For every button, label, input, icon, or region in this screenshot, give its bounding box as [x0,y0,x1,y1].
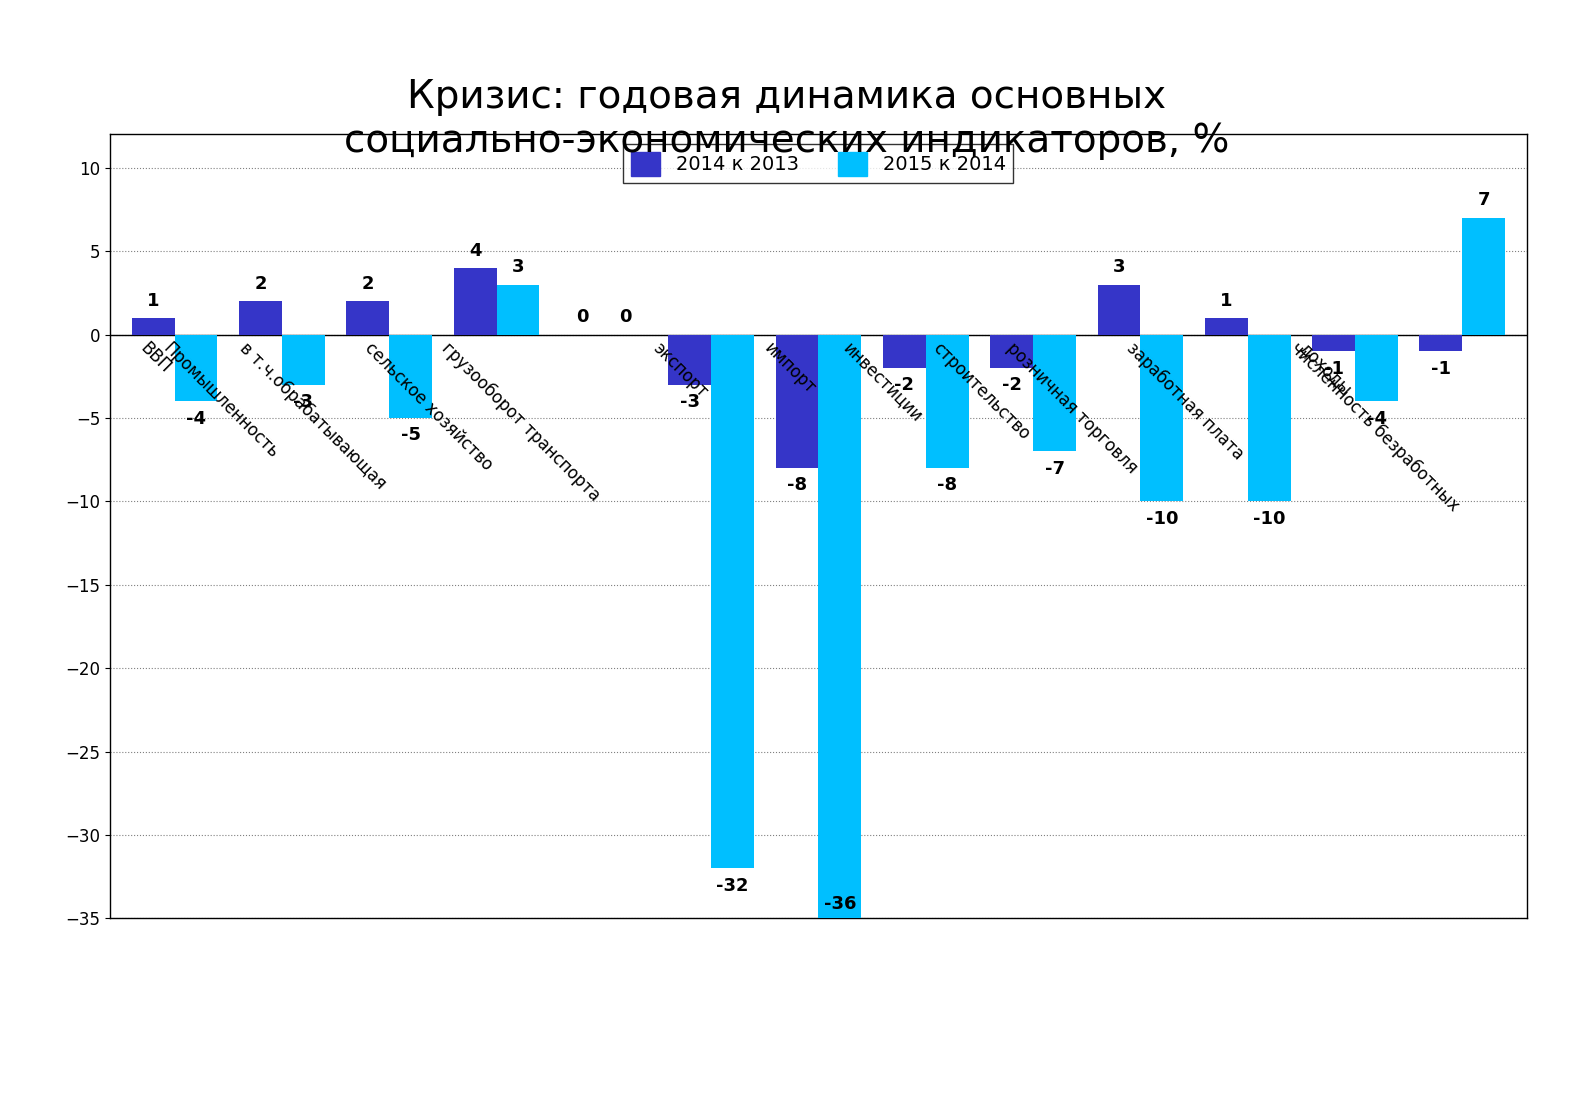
Bar [1462,217,1505,335]
Bar [132,318,175,335]
Bar [926,335,968,468]
Bar [1204,318,1248,335]
Text: 3: 3 [512,259,524,277]
Text: строительство: строительство [929,339,1033,444]
Text: -4: -4 [186,410,206,428]
Text: экспорт: экспорт [650,339,711,401]
Text: -32: -32 [716,877,749,895]
Text: -3: -3 [293,393,313,411]
Bar [1420,335,1462,352]
Text: Промышленность: Промышленность [159,339,282,463]
Text: -7: -7 [1045,459,1064,477]
Legend: 2014 к 2013, 2015 к 2014: 2014 к 2013, 2015 к 2014 [623,144,1014,184]
Text: -1: -1 [1431,360,1451,377]
Text: розничная торговля: розничная торговля [1003,339,1141,477]
Text: 4: 4 [469,242,482,260]
Text: 0: 0 [619,308,631,326]
Bar [1097,284,1141,335]
Text: -8: -8 [787,476,807,494]
Bar [496,284,540,335]
Text: 7: 7 [1478,192,1491,209]
Text: -1: -1 [1324,360,1344,377]
Bar [711,335,754,868]
Bar [175,335,217,401]
Text: -2: -2 [894,376,914,394]
Text: в т.ч.обрабатывающая: в т.ч.обрабатывающая [236,339,389,493]
Text: ВВП: ВВП [137,339,175,377]
Bar [1248,335,1291,502]
Text: -36: -36 [823,895,856,914]
Text: инвестиции: инвестиции [839,339,926,426]
Text: 2: 2 [253,274,266,292]
Text: импорт: импорт [760,339,818,398]
Text: доходы: доходы [1295,339,1355,399]
Text: Кризис: годовая динамика основных
социально-экономических индикаторов, %: Кризис: годовая динамика основных социал… [345,78,1229,160]
Text: 3: 3 [1113,259,1125,277]
Text: грузооборот транспорта: грузооборот транспорта [438,339,604,505]
Text: -3: -3 [680,393,700,411]
Text: 0: 0 [576,308,589,326]
Text: численность безработных: численность безработных [1286,339,1462,515]
Bar [1355,335,1398,401]
Bar [990,335,1033,368]
Bar [883,335,926,368]
Bar [346,301,389,335]
Text: заработная плата: заработная плата [1124,339,1248,464]
Text: 1: 1 [1220,291,1232,309]
Bar [453,268,496,335]
Text: 1: 1 [146,291,159,309]
Text: -4: -4 [1366,410,1387,428]
Bar [389,335,433,418]
Bar [1313,335,1355,352]
Bar [1141,335,1184,502]
Text: -10: -10 [1146,510,1179,528]
Bar [239,301,282,335]
Text: -2: -2 [1001,376,1022,394]
Bar [669,335,711,384]
Bar [818,335,861,935]
Text: сельское хозяйство: сельское хозяйство [362,339,496,475]
Bar [1033,335,1077,451]
Text: -10: -10 [1253,510,1286,528]
Bar [776,335,818,468]
Text: -8: -8 [937,476,957,494]
Text: 2: 2 [362,274,375,292]
Text: -5: -5 [401,427,420,445]
Bar [282,335,324,384]
